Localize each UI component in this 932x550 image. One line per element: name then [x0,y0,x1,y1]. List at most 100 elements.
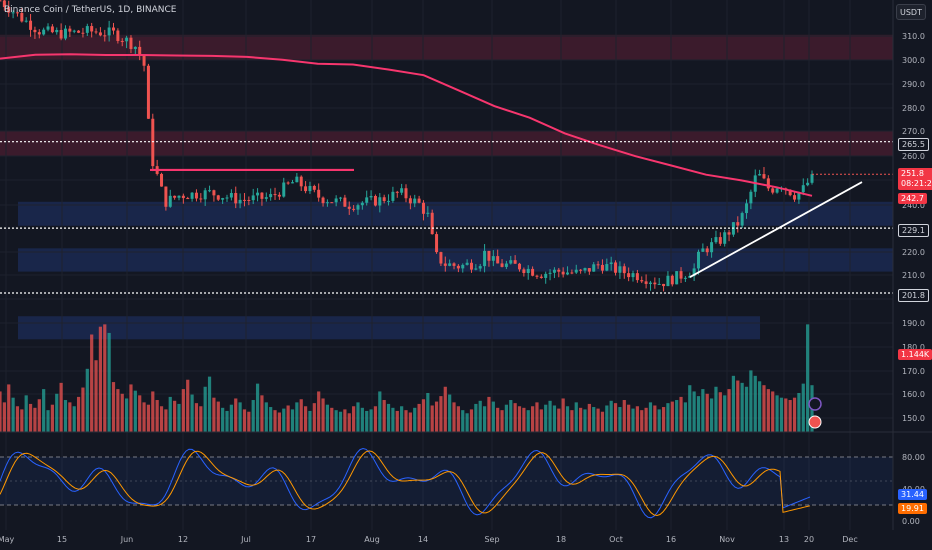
volume-bar [465,413,469,432]
volume-bar [753,375,757,432]
volume-bar [116,389,120,432]
volume-bar [709,398,714,432]
volume-bar [225,410,229,432]
volume-bar [382,400,386,432]
candle-body [570,272,574,274]
volume-bar [487,396,491,432]
candle-body [199,198,203,200]
volume-bar [692,391,696,432]
candle-body [788,189,792,196]
volume-bar [801,383,805,432]
candle-body [151,118,155,167]
volume-bar [627,404,631,432]
stoch-k-badge: 31.44 [898,489,927,500]
volume-bar [727,389,731,432]
candle-body [430,212,434,235]
candle-body [531,268,535,276]
candle-body [120,40,124,42]
flag-icon [808,415,822,429]
volume-bar [482,406,487,432]
candle-body [801,185,805,193]
candle-body [234,193,238,204]
volume-bar [59,382,63,432]
y-tick-label: 280.0 [902,104,925,113]
volume-bar [290,409,295,432]
candle-body [194,192,198,199]
candle-body [46,26,50,30]
volume-bar [531,406,535,432]
volume-bar [784,398,788,432]
candle-body [552,269,556,273]
x-tick-label: Jul [240,535,251,544]
candle-body [400,188,404,193]
candle-body [491,256,495,261]
volume-bar [325,404,330,432]
candle-body [164,186,168,207]
candle-body [382,197,386,202]
x-tick-label: Aug [364,535,380,544]
candle-body [574,269,578,273]
candle-body [797,192,801,200]
candle-body [421,202,425,214]
candle-body [221,198,225,200]
volume-bar [234,398,238,432]
volume-bar [107,332,111,432]
volume-bar [448,394,452,432]
candle-body [771,188,775,193]
candle-body [59,29,63,39]
candle-body [317,189,321,198]
x-tick-label: 14 [418,535,428,544]
currency-button[interactable]: USDT [896,4,926,20]
volume-bar [251,400,255,432]
candle-body [203,190,207,200]
volume-bar [264,402,268,432]
stoch-k-line [0,447,811,519]
volume-bar [90,334,94,432]
volume-bar [723,395,727,432]
candle-body [312,185,316,190]
candle-body [356,205,360,210]
x-tick-label: May [0,535,15,544]
candle-body [758,174,762,176]
volume-bar [0,391,2,432]
volume-bar [76,396,81,432]
candle-body [793,195,797,200]
candle-body [465,262,469,265]
volume-bar [583,409,587,432]
volume-bar [338,411,343,432]
volume-bar [657,409,661,432]
stoch-d-line [0,450,811,517]
candle-body [138,46,142,56]
volume-bar [177,403,181,432]
volume-bar [744,386,749,432]
candle-body [696,251,700,269]
volume-bar [229,404,233,432]
x-tick-label: 12 [178,535,188,544]
volume-bar [469,409,474,432]
volume-bar [600,411,605,432]
volume-bar [386,403,391,432]
candle-body [68,28,72,32]
volume-bar [679,396,683,432]
volume-bar [28,403,33,432]
candle-body [247,200,251,202]
volume-bar [68,402,72,432]
volume-bar [758,381,762,432]
candle-body [103,35,107,37]
candle-body [675,271,679,285]
volume-bar [85,368,89,432]
candle-body [273,194,277,196]
candle-body [72,30,76,32]
volume-bar [526,410,530,432]
volume-bar [496,407,500,432]
supply-zone-1 [0,130,893,157]
candle-body [566,272,570,275]
candle-body [282,182,286,197]
candle-body [186,198,190,200]
candle-body [592,264,596,272]
candle-body [360,202,364,206]
volume-bar [303,406,308,432]
candle-body [583,268,587,271]
candle-body [98,32,102,36]
